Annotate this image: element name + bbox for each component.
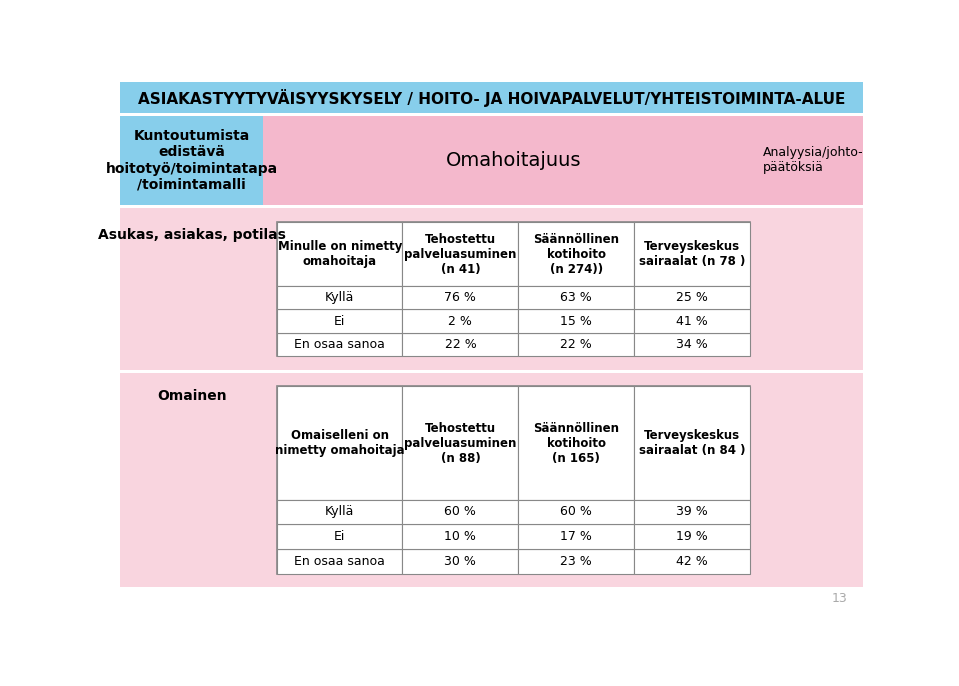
Text: Terveyskeskus
sairaalat (n 78 ): Terveyskeskus sairaalat (n 78 ) (639, 240, 745, 268)
Bar (518, 333, 634, 355)
Bar (120, 372, 264, 587)
Bar (120, 116, 264, 204)
Text: Analyysia/johto-
päätöksiä: Analyysia/johto- päätöksiä (763, 147, 864, 174)
Text: 17 %: 17 % (560, 530, 592, 543)
Text: 30 %: 30 % (444, 555, 477, 568)
Text: 41 %: 41 % (676, 314, 708, 327)
Text: Asukas, asiakas, potilas: Asukas, asiakas, potilas (98, 228, 286, 241)
Text: Tehostettu
palveluasuminen
(n 41): Tehostettu palveluasuminen (n 41) (404, 233, 517, 276)
Text: Kuntoutumista
edistävä
hoitotyö/toimintatapa
/toimintamalli: Kuntoutumista edistävä hoitotyö/toiminta… (105, 129, 277, 192)
Bar (277, 333, 403, 355)
Bar (277, 524, 403, 549)
Bar (120, 82, 863, 113)
Text: Minulle on nimetty
omahoitaja: Minulle on nimetty omahoitaja (278, 240, 402, 268)
Bar (518, 499, 634, 524)
Text: Kyllä: Kyllä (325, 506, 355, 519)
Bar (403, 222, 518, 286)
Bar (403, 309, 518, 333)
Text: En osaa sanoa: En osaa sanoa (294, 338, 386, 351)
Text: 13: 13 (832, 593, 848, 606)
Bar (764, 208, 863, 370)
Text: 15 %: 15 % (560, 314, 592, 327)
Bar (518, 286, 634, 309)
Text: 22 %: 22 % (445, 338, 477, 351)
Text: Ei: Ei (334, 530, 345, 543)
Text: Tehostettu
palveluasuminen
(n 88): Tehostettu palveluasuminen (n 88) (404, 422, 517, 464)
Bar (264, 116, 764, 204)
Bar (634, 386, 750, 499)
Bar (277, 222, 403, 286)
Text: Omaiselleni on
nimetty omahoitaja: Omaiselleni on nimetty omahoitaja (275, 429, 405, 457)
Text: 34 %: 34 % (676, 338, 708, 351)
Bar (277, 549, 403, 573)
Bar (518, 549, 634, 573)
Text: 2 %: 2 % (449, 314, 473, 327)
Bar (634, 309, 750, 333)
Text: 63 %: 63 % (560, 292, 592, 305)
Text: 22 %: 22 % (560, 338, 592, 351)
Bar (277, 499, 403, 524)
Bar (120, 370, 863, 372)
Text: Omainen: Omainen (156, 389, 226, 403)
Text: Terveyskeskus
sairaalat (n 84 ): Terveyskeskus sairaalat (n 84 ) (639, 429, 745, 457)
Text: 19 %: 19 % (676, 530, 708, 543)
Bar (518, 309, 634, 333)
Bar (518, 222, 634, 286)
Bar (120, 587, 863, 611)
Bar (277, 286, 403, 309)
Bar (403, 524, 518, 549)
Bar (277, 222, 750, 355)
Text: 10 %: 10 % (444, 530, 477, 543)
Bar (764, 372, 863, 587)
Text: Kyllä: Kyllä (325, 292, 355, 305)
Text: Säännöllinen
kotihoito
(n 274)): Säännöllinen kotihoito (n 274)) (533, 233, 620, 276)
Bar (277, 386, 403, 499)
Text: 60 %: 60 % (560, 506, 592, 519)
Bar (403, 549, 518, 573)
Bar (264, 208, 764, 370)
Bar (120, 208, 264, 370)
Text: 60 %: 60 % (444, 506, 477, 519)
Text: En osaa sanoa: En osaa sanoa (294, 555, 386, 568)
Text: 42 %: 42 % (676, 555, 708, 568)
Bar (403, 333, 518, 355)
Bar (277, 386, 750, 573)
Bar (518, 524, 634, 549)
Text: ASIAKASTYYTYVÄISYYSKYSELY / HOITO- JA HOIVAPALVELUT/YHTEISTOIMINTA-ALUE: ASIAKASTYYTYVÄISYYSKYSELY / HOITO- JA HO… (138, 88, 845, 107)
Bar (634, 333, 750, 355)
Bar (634, 549, 750, 573)
Bar (634, 286, 750, 309)
Text: Omahoitajuus: Omahoitajuus (446, 151, 581, 170)
Text: 39 %: 39 % (676, 506, 708, 519)
Bar (518, 386, 634, 499)
Bar (277, 309, 403, 333)
Text: Säännöllinen
kotihoito
(n 165): Säännöllinen kotihoito (n 165) (533, 422, 620, 464)
Bar (120, 204, 863, 208)
Text: 76 %: 76 % (444, 292, 477, 305)
Bar (264, 372, 764, 587)
Bar (634, 524, 750, 549)
Bar (403, 286, 518, 309)
Bar (403, 386, 518, 499)
Bar (634, 499, 750, 524)
Text: 23 %: 23 % (560, 555, 592, 568)
Text: Ei: Ei (334, 314, 345, 327)
Bar (634, 222, 750, 286)
Bar (764, 116, 863, 204)
Bar (120, 113, 863, 116)
Bar (403, 499, 518, 524)
Text: 25 %: 25 % (676, 292, 708, 305)
